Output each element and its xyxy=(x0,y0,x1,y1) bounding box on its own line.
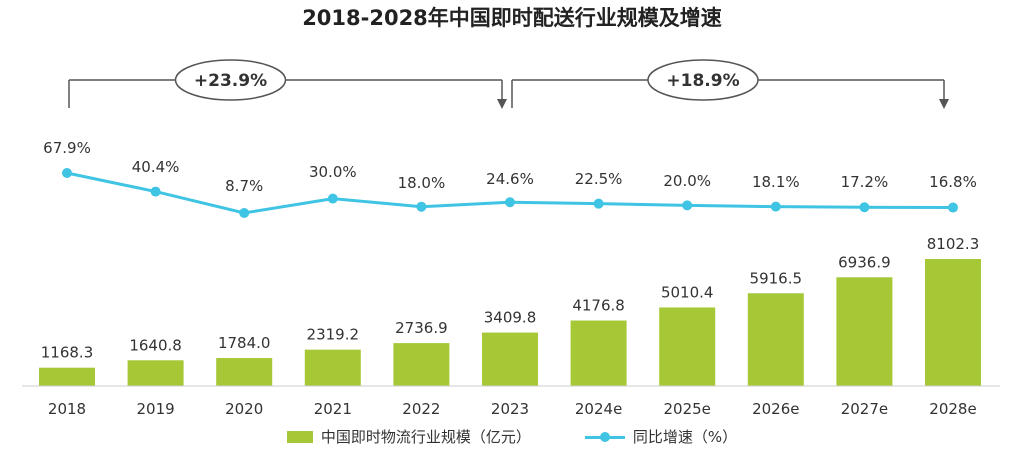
cagr-ellipse-1 xyxy=(647,59,759,101)
chart-title: 2018-2028年中国即时配送行业规模及增速 xyxy=(302,6,722,30)
growth-value-label-2028e: 16.8% xyxy=(929,173,977,191)
legend-item-bar: 中国即时物流行业规模（亿元） xyxy=(286,426,531,447)
bar-value-label-2020: 1784.0 xyxy=(218,334,271,352)
growth-point-2028e xyxy=(948,202,958,213)
bar-2025e xyxy=(659,307,716,386)
x-tick-label-2022: 2022 xyxy=(402,400,440,418)
growth-value-label-2023: 24.6% xyxy=(486,170,534,188)
growth-value-label-2027e: 17.2% xyxy=(841,173,889,191)
cagr-arrowhead-0 xyxy=(497,99,507,109)
bar-value-label-2026e: 5916.5 xyxy=(750,269,803,287)
bar-2021 xyxy=(304,349,361,386)
growth-point-2021 xyxy=(327,193,338,204)
bar-value-label-2018: 1168.3 xyxy=(41,344,94,362)
x-tick-label-2019: 2019 xyxy=(137,400,175,418)
cagr-ellipse-0 xyxy=(174,59,287,101)
bar-series: 1168.3 1640.8 1784.0 2319.2 2736.9 3409.8 4176… xyxy=(39,235,981,386)
x-axis: 2018 2019 2020 2021 2022 2023 2024e 2025e 2026e 2… xyxy=(22,385,1000,418)
growth-value-label-2019: 40.4% xyxy=(132,158,180,176)
growth-point-2022 xyxy=(416,201,427,212)
growth-point-2025e xyxy=(682,200,693,211)
growth-point-2023 xyxy=(505,197,515,208)
x-tick-label-2024e: 2024e xyxy=(575,400,622,418)
cagr-annotations: +23.9% +18.9% xyxy=(68,59,949,109)
growth-value-label-2026e: 18.1% xyxy=(752,173,800,191)
legend-bar-label: 中国即时物流行业规模（亿元） xyxy=(320,428,531,446)
bar-value-label-2025e: 5010.4 xyxy=(661,283,714,301)
growth-point-2026e xyxy=(770,201,781,212)
growth-value-label-2022: 18.0% xyxy=(398,174,446,192)
bar-value-label-2028e: 8102.3 xyxy=(927,235,980,253)
legend-bar-swatch xyxy=(286,430,313,443)
cagr-arrowhead-1 xyxy=(939,99,949,109)
legend-line-swatch xyxy=(584,431,625,443)
bar-2022 xyxy=(393,343,450,386)
bar-2023 xyxy=(482,332,538,386)
growth-value-label-2020: 8.7% xyxy=(225,177,263,195)
x-tick-label-2018: 2018 xyxy=(48,400,86,418)
x-tick-label-2026e: 2026e xyxy=(752,400,799,418)
bar-2024e xyxy=(570,320,627,386)
x-tick-label-2025e: 2025e xyxy=(663,400,710,418)
bar-2018 xyxy=(39,367,95,386)
bar-value-label-2021: 2319.2 xyxy=(307,326,360,344)
bar-value-label-2027e: 6936.9 xyxy=(838,253,891,271)
growth-value-label-2025e: 20.0% xyxy=(663,172,711,190)
x-tick-label-2020: 2020 xyxy=(225,400,263,418)
bar-value-label-2023: 3409.8 xyxy=(484,309,537,327)
bar-2027e xyxy=(836,277,893,386)
cagr-label-1: +18.9% xyxy=(666,71,739,91)
legend-item-line: 同比增速（%） xyxy=(584,426,738,447)
growth-point-2020 xyxy=(239,208,250,218)
bar-2019 xyxy=(127,360,184,386)
bar-value-label-2019: 1640.8 xyxy=(129,336,182,354)
bar-value-label-2024e: 4176.8 xyxy=(572,297,625,315)
x-tick-label-2021: 2021 xyxy=(314,400,352,418)
bar-2026e xyxy=(747,293,804,386)
growth-point-2027e xyxy=(859,202,870,213)
growth-line-series: 67.9% 40.4% 8.7% 30.0% 18.0% 24.6% 22.5% 20.0% 1… xyxy=(43,139,977,218)
growth-value-label-2021: 30.0% xyxy=(309,163,357,181)
bar-value-label-2022: 2736.9 xyxy=(395,319,448,337)
x-tick-label-2027e: 2027e xyxy=(841,400,888,418)
growth-value-label-2024e: 22.5% xyxy=(575,170,623,188)
x-tick-label-2023: 2023 xyxy=(491,400,529,418)
growth-point-2024e xyxy=(593,198,604,209)
x-tick-label-2028e: 2028e xyxy=(929,400,976,418)
growth-point-2018 xyxy=(62,168,72,178)
legend-line-label: 同比增速（%） xyxy=(632,428,738,446)
bar-2028e xyxy=(925,259,981,386)
growth-point-2019 xyxy=(150,186,161,197)
bar-2020 xyxy=(216,358,273,386)
growth-value-label-2018: 67.9% xyxy=(43,139,91,157)
legend: 中国即时物流行业规模（亿元） 同比增速（%） xyxy=(0,426,1024,447)
cagr-label-0: +23.9% xyxy=(194,71,267,91)
